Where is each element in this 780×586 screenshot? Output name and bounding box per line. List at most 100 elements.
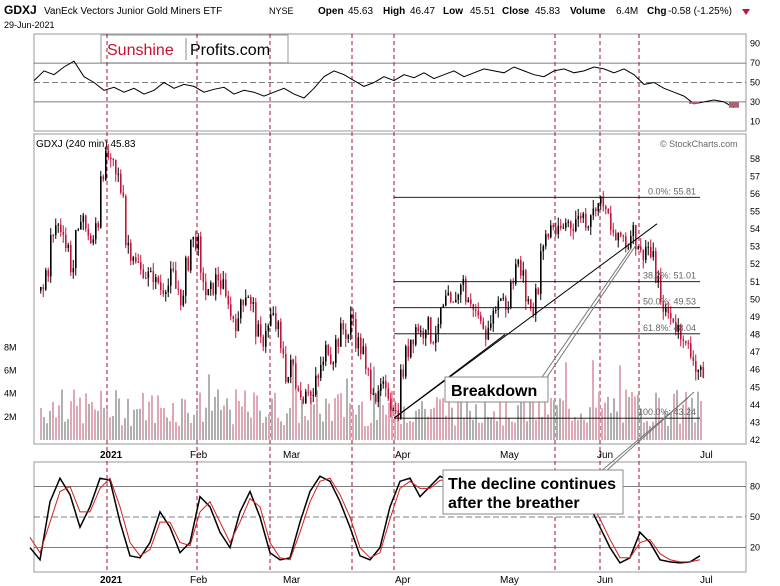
volume-bar — [247, 411, 249, 440]
candle-body — [352, 314, 355, 320]
candle-body — [205, 281, 207, 296]
candle-body — [537, 288, 540, 294]
volume-bar — [556, 405, 558, 440]
volume-bar — [451, 407, 453, 440]
rsi-oversold-fill — [689, 101, 699, 104]
logo-box — [100, 34, 289, 64]
volume-bar — [466, 392, 468, 440]
candle-body — [420, 330, 422, 332]
volume-bar — [433, 407, 435, 440]
volume-bar — [286, 413, 288, 440]
candle-body — [370, 369, 372, 395]
volume-bar — [79, 397, 81, 440]
candle-body — [315, 375, 317, 395]
decline-text-line2: after the breather — [448, 495, 580, 512]
candle-body — [552, 225, 555, 228]
volume-bar — [652, 421, 654, 440]
volume-bar — [472, 419, 474, 440]
candle-body — [635, 225, 637, 250]
etf-name: VanEck Vectors Junior Gold Miners ETF — [44, 6, 222, 17]
volume-bar — [643, 422, 645, 440]
support-trendline-2 — [393, 334, 506, 419]
candle-body — [117, 173, 120, 175]
stochastic-tick-label: 20 — [750, 543, 760, 553]
candle-body — [387, 388, 390, 399]
volume-bar — [127, 398, 129, 440]
candle-body — [362, 346, 365, 354]
breakdown-box — [444, 376, 549, 403]
open-value: 45.63 — [348, 6, 373, 17]
candle-body — [650, 246, 652, 258]
volume-bar — [637, 394, 639, 440]
candle-body — [570, 221, 572, 229]
candle-body — [295, 363, 297, 389]
volume-bar — [376, 419, 378, 440]
volume-bar — [520, 390, 522, 440]
volume-bar — [319, 413, 321, 440]
candle-body — [162, 289, 165, 294]
volume-bar — [508, 417, 510, 440]
volume-bar — [664, 411, 666, 440]
volume-bar — [91, 401, 93, 440]
candle-body — [350, 314, 352, 335]
candle-body — [217, 274, 220, 281]
volume-bar — [187, 412, 189, 440]
candle-body — [467, 299, 470, 303]
volume-bar — [49, 410, 51, 440]
candle-body — [105, 150, 107, 180]
logo-part2: Profits.com — [190, 42, 270, 59]
volume-bar — [58, 405, 60, 440]
volume-bar — [655, 392, 657, 440]
volume-bar — [484, 391, 486, 440]
candle-body — [232, 316, 235, 319]
volume-bar — [64, 421, 66, 440]
volume-bar — [61, 389, 63, 440]
candle-body — [642, 249, 645, 261]
candle-body — [637, 246, 640, 250]
candle-body — [545, 234, 547, 247]
volume-bar — [418, 409, 420, 440]
volume-bar — [553, 400, 555, 440]
volume-bar — [313, 404, 315, 440]
stochastic-x-label: May — [500, 575, 519, 586]
volume-bar — [571, 420, 573, 440]
candle-body — [187, 257, 190, 271]
candle-body — [240, 299, 242, 319]
candle-body — [367, 368, 370, 370]
stochastic-tick-label: 80 — [750, 481, 760, 491]
candle-body — [582, 213, 585, 219]
volume-bar — [529, 397, 531, 440]
candle-body — [100, 176, 102, 228]
volume-bar — [412, 421, 414, 440]
volume-bar — [298, 422, 300, 440]
candle-body — [252, 302, 255, 304]
volume-bar — [133, 409, 135, 440]
volume-bar — [268, 413, 270, 440]
volume-bar — [172, 402, 174, 440]
candle-body — [405, 346, 407, 377]
price-x-label: Feb — [190, 450, 208, 461]
candle-body — [465, 278, 467, 303]
volume-bar — [427, 416, 429, 440]
volume-bar — [94, 409, 96, 440]
volume-bar — [295, 391, 297, 440]
price-tick-label: 46 — [750, 365, 760, 375]
candle-body — [220, 280, 222, 289]
candle-body — [550, 225, 552, 238]
candle-body — [522, 270, 525, 276]
volume-bar — [532, 390, 534, 440]
candle-body — [607, 209, 610, 214]
candle-body — [215, 274, 217, 295]
stochastic-x-label: Apr — [395, 575, 411, 586]
volume-bar — [367, 425, 369, 440]
volume-bar — [673, 393, 675, 440]
candle-body — [227, 295, 230, 305]
candle-body — [577, 215, 580, 220]
volume-bar — [679, 423, 681, 440]
candle-body — [137, 262, 140, 264]
volume-bar — [382, 404, 384, 440]
candle-body — [455, 299, 457, 303]
volume-bar — [253, 392, 255, 440]
volume-bar — [649, 425, 651, 440]
candle-body — [127, 242, 130, 246]
